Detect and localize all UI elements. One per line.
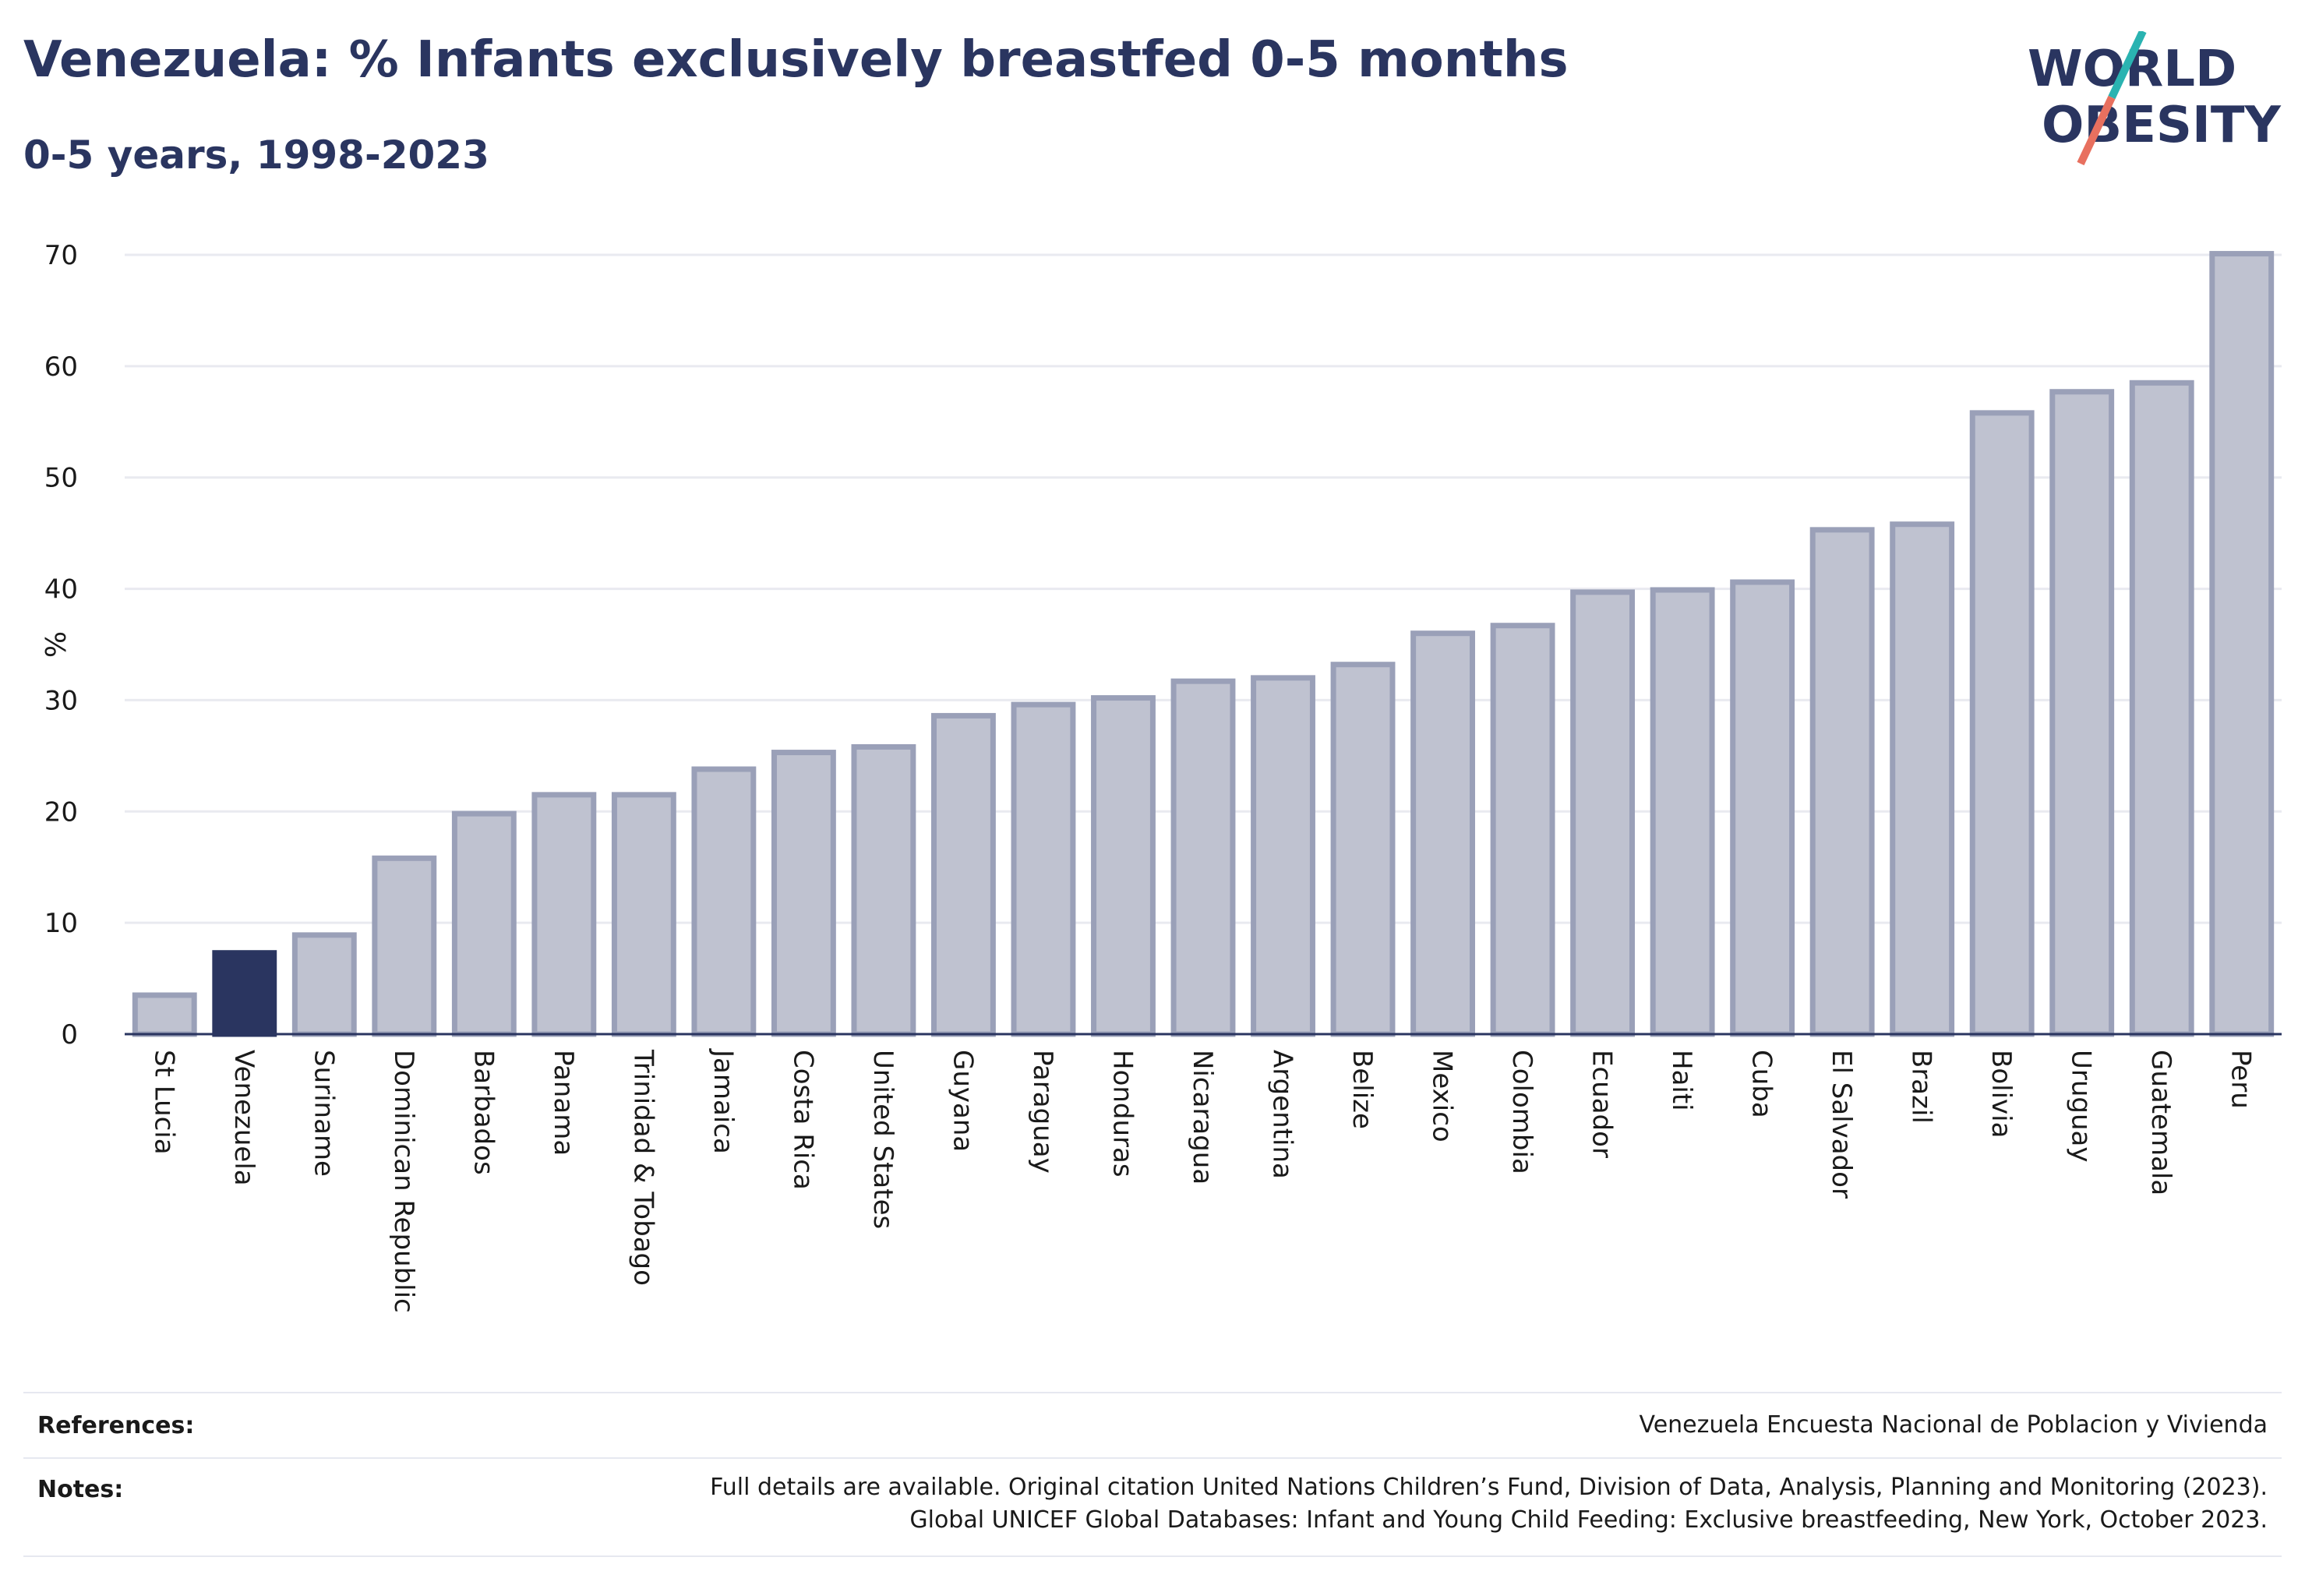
y-tick-label: 50 [44,463,78,494]
bar [1890,521,1955,1037]
x-tick-label: Paraguay [1027,1050,1058,1174]
notes-line-1: Full details are available. Original cit… [710,1474,2268,1501]
footer-divider-top [23,1392,2282,1393]
y-tick-label: 70 [44,240,78,271]
bar [291,932,357,1037]
x-tick-label: Haiti [1666,1050,1697,1111]
bar [1650,587,1715,1037]
y-tick-label: 20 [44,796,78,828]
y-tick-label: 30 [44,685,78,716]
x-tick-label: United States [867,1050,898,1229]
notes-row: Notes: Full details are available. Origi… [23,1457,2282,1555]
bar [611,792,676,1037]
bar [851,743,916,1037]
x-tick-label: Mexico [1427,1050,1458,1142]
chart-subtitle: 0-5 years, 1998-2023 [23,132,489,178]
logo-slash-teal [2108,31,2147,100]
x-tick-label: Uruguay [2066,1050,2097,1163]
x-tick-label: Peru [2226,1050,2257,1109]
bar-highlight [212,950,277,1037]
bar [451,810,517,1037]
x-tick-label: Brazil [1906,1050,1937,1124]
bar [1809,527,1875,1037]
bar [771,750,836,1037]
bar [1969,410,2035,1037]
y-tick-label: 0 [61,1019,78,1050]
x-tick-label: Suriname [308,1050,339,1177]
x-tick-label: Jamaica [708,1048,739,1154]
x-tick-label: Argentina [1267,1050,1298,1179]
bar [1570,589,1636,1037]
bar [2209,251,2275,1037]
x-tick-label: Costa Rica [787,1050,818,1190]
logo-word-obesity: OBESITY [2042,97,2281,154]
x-tick-label: El Salvador [1826,1050,1857,1199]
bar [1730,579,1795,1037]
x-tick-label: Guatemala [2145,1050,2176,1195]
bar-chart: 0 10 20 30 40 50 60 70% St Lucia Venezuela Surinam… [38,240,2282,1313]
y-tick-label: 40 [44,574,78,606]
bar [2049,389,2115,1037]
x-tick-label: Cuba [1746,1050,1777,1118]
world-obesity-logo: WORLD OBESITY [2028,31,2281,166]
bar [1011,701,1076,1037]
x-tick-label: Ecuador [1587,1050,1618,1158]
bar [1170,678,1236,1037]
x-tick-label: Bolivia [1986,1050,2017,1138]
x-tick-label: Colombia [1506,1050,1537,1174]
logo-slash-coral [2077,95,2116,166]
x-tick-label: Panama [548,1050,579,1156]
y-tick-label: 10 [44,908,78,939]
x-tick-label: Nicaragua [1187,1050,1218,1185]
bar [1091,695,1156,1037]
x-tick-label: Venezuela [228,1050,259,1186]
bar [1330,662,1396,1037]
chart-title: Venezuela: % Infants exclusively breastf… [23,31,1569,89]
notes-label: Notes: [37,1476,124,1503]
bar [531,792,597,1037]
bar [691,766,757,1037]
bar [1251,675,1315,1037]
bar [132,992,197,1037]
x-tick-label: St Lucia [148,1050,179,1155]
references-label: References: [37,1412,195,1439]
x-tick-label: Dominican Republic [388,1050,419,1313]
notes-text: Full details are available. Original cit… [710,1471,2268,1537]
bar [2129,380,2194,1037]
x-tick-label: Belize [1347,1050,1378,1129]
bar [1410,630,1475,1037]
bar [931,712,996,1037]
y-tick-label: 60 [44,351,78,383]
bar [1490,623,1555,1037]
notes-line-2: Global UNICEF Global Databases: Infant a… [909,1506,2268,1534]
x-tick-label: Honduras [1107,1050,1138,1178]
footer-divider-bottom [23,1555,2282,1557]
x-tick-label: Guyana [947,1050,978,1152]
references-text: Venezuela Encuesta Nacional de Poblacion… [1639,1411,2268,1439]
x-tick-label: Barbados [468,1050,499,1175]
x-tick-label: Trinidad & Tobago [627,1049,658,1286]
references-row: References: Venezuela Encuesta Nacional … [23,1392,2282,1457]
bar [372,855,437,1037]
y-axis-title: % [38,631,70,658]
footer-divider-middle [23,1457,2282,1459]
